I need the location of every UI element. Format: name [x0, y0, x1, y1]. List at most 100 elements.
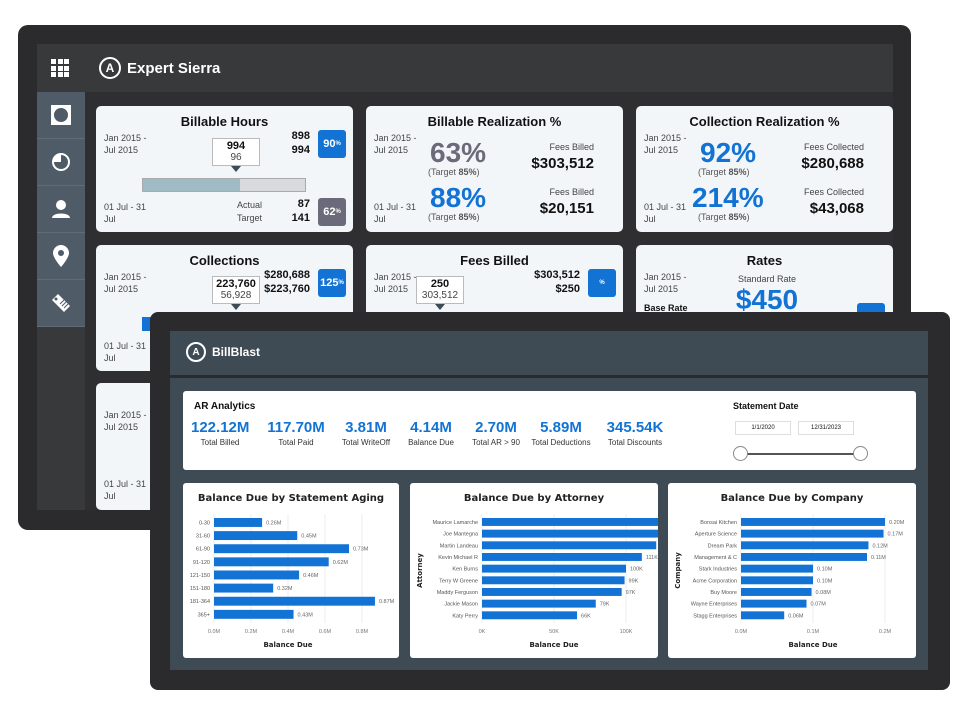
- category-label: 365+: [198, 612, 210, 618]
- chart-title: Balance Due by Company: [721, 493, 864, 504]
- tick-label: 0.0M: [735, 629, 748, 635]
- chart-svg: Balance Due by Company 0.0M 0.1M 0.2M Bonsai…: [674, 493, 905, 649]
- value-label: 0.08M: [816, 590, 832, 596]
- date-range-track: [741, 453, 861, 455]
- chart-balance-by-attorney: Balance Due by Attorney 0K 50K 100K Maurice …: [410, 483, 658, 658]
- value-label: 111K: [646, 555, 658, 561]
- location-pin-icon: [53, 245, 69, 267]
- bar: [482, 529, 658, 538]
- chart-svg: Balance Due by Attorney 0K 50K 100K Maurice …: [416, 493, 658, 649]
- bar: [214, 609, 294, 619]
- sidebar-item-dashboard[interactable]: [37, 92, 85, 139]
- tooltip: 250 303,512: [416, 276, 464, 310]
- collection-realization-card[interactable]: Collection Realization % Jan 2015 - Jul …: [636, 106, 893, 232]
- bar: [741, 564, 813, 573]
- sidebar-item-locations[interactable]: [37, 233, 85, 280]
- ar-analytics-title: AR Analytics: [194, 401, 256, 412]
- billable-hours-card[interactable]: Billable Hours Jan 2015 - Jul 2015 994 96…: [96, 106, 353, 232]
- category-label: 181-364: [190, 599, 210, 605]
- bar: [482, 518, 658, 526]
- target-text: (Target 85%): [698, 167, 750, 177]
- tooltip: 223,760 56,928: [212, 276, 260, 310]
- chart-title: Balance Due by Attorney: [464, 493, 605, 504]
- value-label: 0.10M: [817, 567, 833, 573]
- category-label: Terry W Greene: [439, 578, 478, 584]
- pct-badge: %: [588, 269, 616, 297]
- category-label: Buy Moore: [710, 590, 737, 596]
- billblast-logo: A BillBlast: [186, 342, 260, 362]
- tick-label: 0.0M: [208, 629, 221, 635]
- billable-realization-card[interactable]: Billable Realization % Jan 2015 - Jul 20…: [366, 106, 623, 232]
- range-start-handle[interactable]: [733, 446, 748, 461]
- category-label: 121-150: [190, 573, 210, 579]
- logo-icon: A: [186, 342, 206, 362]
- kpi-total-billed: 122.12M Total Billed: [191, 419, 250, 447]
- bar: [741, 576, 813, 585]
- value-label: 99K: [629, 578, 639, 584]
- start-date-input[interactable]: 1/1/2020: [735, 421, 791, 435]
- bar: [214, 570, 300, 580]
- statement-date-title: Statement Date: [733, 401, 799, 411]
- value-label: 0.10M: [817, 578, 833, 584]
- sidebar: [37, 92, 85, 510]
- category-label: Stagg Enterprises: [693, 613, 737, 619]
- period-label: Jan 2015 - Jul 2015: [104, 133, 147, 155]
- expert-sierra-header: A Expert Sierra: [37, 44, 893, 92]
- tick-label: 0.6M: [319, 629, 332, 635]
- bar: [741, 529, 884, 538]
- bar: [741, 541, 869, 550]
- card-title: Rates: [746, 253, 783, 268]
- sidebar-item-rates[interactable]: [37, 280, 85, 327]
- kpi-balance-due: 4.14M Balance Due: [408, 419, 454, 447]
- billblast-header: A BillBlast: [170, 331, 928, 375]
- bar: [214, 557, 329, 567]
- kpi-total-ar-90: 2.70M Total AR > 90: [472, 419, 520, 447]
- value-label: 0.07M: [811, 602, 827, 608]
- value-label: 0.26M: [266, 520, 282, 526]
- sidebar-item-users[interactable]: [37, 186, 85, 233]
- tick-label: 0.2M: [879, 629, 892, 635]
- value-label: 79K: [600, 602, 610, 608]
- category-label: 31-60: [196, 534, 210, 540]
- tick-label: 0.1M: [807, 629, 820, 635]
- kpi-total-discounts: 345.54K Total Discounts: [606, 419, 664, 447]
- realization-pct: 214%: [692, 182, 764, 213]
- tick-label: 100K: [620, 629, 633, 635]
- bar: [482, 576, 625, 585]
- category-label: Joe Mantegna: [443, 532, 479, 538]
- chart-svg: Balance Due by Statement Aging 0.0M 0.2M 0.…: [190, 493, 395, 649]
- user-icon: [52, 200, 70, 218]
- hours-progress-bar: [142, 178, 306, 192]
- range-end-handle[interactable]: [853, 446, 868, 461]
- tick-label: 0K: [479, 629, 486, 635]
- category-label: Aperture Science: [695, 532, 737, 538]
- dashboard-icon: [51, 105, 71, 125]
- category-label: Jackie Mason: [444, 602, 478, 608]
- category-label: Acme Corporation: [693, 578, 737, 584]
- value-label: 0.43M: [298, 612, 314, 618]
- x-axis-label: Balance Due: [263, 641, 312, 649]
- category-label: Maurice Lamarche: [432, 520, 478, 526]
- bar: [741, 611, 785, 620]
- hours-value: 898: [291, 130, 310, 142]
- category-label: 91-120: [193, 560, 210, 566]
- card-title: Collection Realization %: [689, 114, 840, 129]
- bar: [214, 518, 263, 527]
- fees-label: Fees Collected: [803, 187, 864, 197]
- value-label: 0.46M: [303, 573, 319, 579]
- fees-label: Fees Billed: [549, 142, 594, 152]
- fees-value: $43,068: [809, 200, 864, 217]
- end-date-input[interactable]: 12/31/2023: [798, 421, 854, 435]
- ar-analytics-card: AR Analytics 122.12M Total Billed 117.70M…: [183, 391, 916, 470]
- logo-icon: A: [99, 57, 121, 79]
- pct-badge: 62%: [318, 198, 346, 226]
- kpi-total-deductions: 5.89M Total Deductions: [531, 419, 591, 447]
- bar: [482, 541, 657, 550]
- hours-target: 994: [291, 144, 310, 156]
- period-label: 01 Jul - 31 Jul: [374, 202, 417, 224]
- app-grid-icon[interactable]: [51, 59, 69, 77]
- sidebar-item-reports[interactable]: [37, 139, 85, 186]
- fees-target: $250: [555, 283, 580, 295]
- card-title: Fees Billed: [460, 253, 529, 268]
- period-label: Jan 2015 - Jul 2015: [644, 133, 687, 155]
